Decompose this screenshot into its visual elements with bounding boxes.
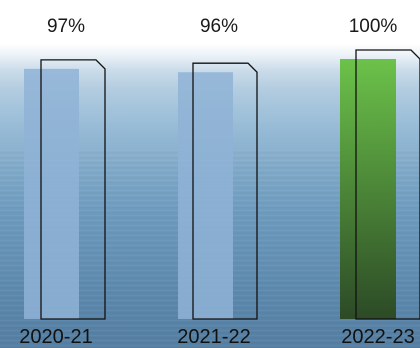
bar-2022-23: [340, 59, 396, 319]
bar-2021-22: [178, 72, 233, 319]
category-label-2020-21: 2020-21: [19, 326, 92, 348]
bar-outline-2020-21: [40, 59, 106, 320]
category-label-2021-22: 2021-22: [177, 326, 250, 348]
value-label-2022-23: 100%: [349, 16, 398, 37]
bar-outline-2021-22: [192, 62, 258, 320]
value-label-2021-22: 96%: [200, 16, 238, 37]
value-label-2020-21: 97%: [47, 16, 85, 37]
bar-2020-21: [24, 68, 79, 320]
category-label-2022-23: 2022-23: [341, 326, 414, 348]
bar-outline-2022-23: [355, 49, 420, 320]
